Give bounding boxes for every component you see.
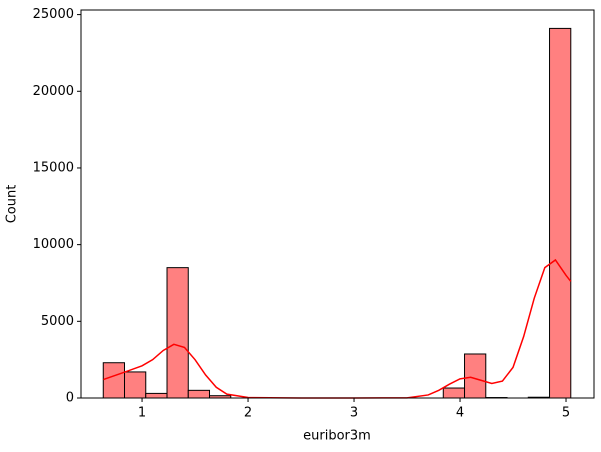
x-tick-label: 2	[244, 406, 252, 421]
x-tick-label: 5	[562, 406, 570, 421]
x-tick-label: 3	[350, 406, 358, 421]
y-tick-label: 5000	[41, 314, 74, 329]
bar	[443, 388, 464, 398]
y-tick-label: 0	[66, 391, 74, 406]
x-tick-label: 1	[138, 406, 146, 421]
y-tick-label: 10000	[33, 237, 74, 252]
y-tick-label: 15000	[33, 160, 74, 175]
bar	[103, 363, 124, 398]
y-tick-label: 20000	[33, 84, 74, 99]
bar	[167, 268, 188, 398]
x-tick-label: 4	[456, 406, 464, 421]
y-axis-label: Count	[5, 185, 20, 224]
bar	[465, 354, 486, 398]
bar	[188, 390, 209, 398]
y-tick-label: 25000	[33, 7, 74, 22]
bar	[146, 393, 167, 398]
x-axis-label: euribor3m	[303, 429, 371, 444]
plot-frame	[81, 10, 594, 398]
bar	[550, 28, 571, 398]
bar	[125, 372, 146, 398]
